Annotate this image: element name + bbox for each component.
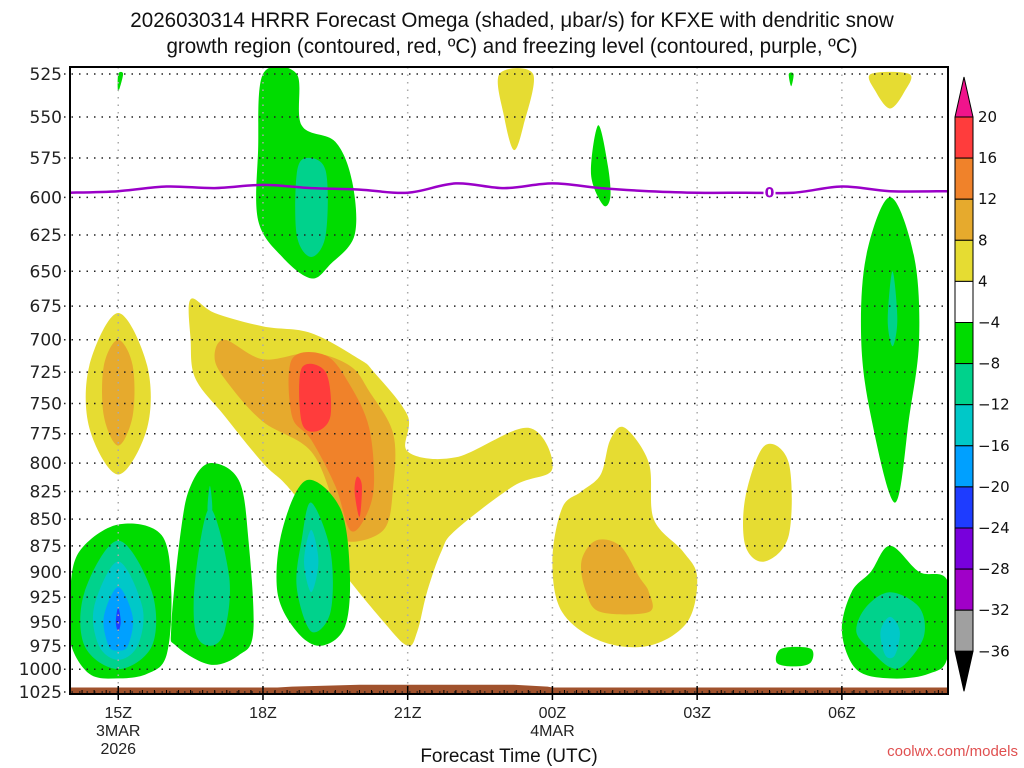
credit-link[interactable]: coolwx.com/models (887, 743, 1018, 760)
colorbar-swatch (954, 198, 974, 241)
colorbar-swatch (954, 157, 974, 200)
y-tick-label: 800 (30, 454, 62, 474)
omega-region (590, 125, 611, 207)
colorbar-over-arrow (954, 76, 974, 118)
colorbar-swatch (954, 322, 974, 365)
x-tick-sublabel: 3MAR (96, 723, 140, 740)
colorbar-swatch (954, 609, 974, 652)
omega-region (193, 508, 230, 646)
colorbar-swatch (954, 239, 974, 282)
colorbar-under-arrow (954, 650, 974, 692)
x-tick-sublabel: 4MAR (530, 723, 574, 740)
y-tick-label: 625 (30, 226, 62, 246)
y-tick-label: 975 (30, 637, 62, 657)
y-tick-label: 825 (30, 482, 62, 502)
omega-region (299, 363, 332, 432)
y-tick-label: 1025 (19, 683, 62, 703)
x-tick-label: 15Z (104, 705, 132, 722)
y-tick-label: 950 (30, 613, 62, 633)
colorbar-swatch (954, 280, 974, 323)
omega-region (860, 197, 920, 503)
colorbar-swatch (954, 404, 974, 447)
omega-region (497, 68, 535, 151)
omega-region (887, 271, 898, 347)
y-tick-label: 1000 (19, 660, 62, 680)
colorbar-tick-label: −32 (978, 601, 1010, 619)
omega-region (207, 485, 213, 520)
y-tick-label: 575 (30, 149, 62, 169)
plot-frame (69, 66, 949, 695)
y-tick-label: 875 (30, 537, 62, 557)
colorbar-tick-label: 16 (978, 149, 997, 167)
y-tick-label: 700 (30, 331, 62, 351)
colorbar-tick-label: −20 (978, 478, 1010, 496)
freezing-level-label: 0 (765, 186, 775, 202)
y-tick-label: 850 (30, 510, 62, 530)
freezing-level-layer: 0 (69, 182, 949, 202)
colorbar-swatch (954, 445, 974, 488)
colorbar-tick-label: 4 (978, 272, 988, 290)
chart-title: 2026030314 HRRR Forecast Omega (shaded, … (10, 8, 1014, 60)
colorbar-swatch (954, 527, 974, 570)
y-tick-label: 725 (30, 363, 62, 383)
omega-region (117, 71, 124, 92)
title-line-2: growth region (contoured, red, ºC) and f… (166, 35, 858, 58)
colorbar-tick-label: −36 (978, 642, 1010, 660)
omega-region (868, 71, 912, 109)
y-tick-label: 525 (30, 65, 62, 85)
y-tick-label: 675 (30, 297, 62, 317)
terrain-layer (70, 684, 948, 694)
colorbar-tick-label: −4 (978, 314, 1000, 332)
x-tick-label: 03Z (683, 705, 711, 722)
colorbar-tick-label: −8 (978, 355, 1000, 373)
freezing-level-line (69, 182, 949, 195)
omega-region (788, 72, 794, 87)
x-tick-label: 18Z (249, 705, 277, 722)
colorbar-tick-label: −16 (978, 437, 1010, 455)
colorbar: 20 16 12 8 4 −4 −8 −12 −16 −20 −24 −28 −32 −36 (954, 76, 1010, 692)
colorbar-swatch (954, 363, 974, 406)
x-tick-label: 00Z (539, 705, 567, 722)
omega-region (743, 443, 792, 562)
omega-region (880, 616, 900, 659)
colorbar-tick-label: −28 (978, 560, 1010, 578)
y-tick-label: 600 (30, 188, 62, 208)
x-tick-label: 06Z (828, 705, 856, 722)
colorbar-swatch (954, 568, 974, 611)
y-tick-label: 775 (30, 425, 62, 445)
freezing-level-label-bg (763, 184, 776, 201)
y-tick-label: 650 (30, 262, 62, 282)
omega-region (775, 646, 814, 667)
colorbar-tick-label: 12 (978, 190, 997, 208)
colorbar-tick-label: 8 (978, 231, 988, 249)
y-tick-label: 900 (30, 563, 62, 583)
colorbar-tick-label: −12 (978, 396, 1010, 414)
omega-region (102, 339, 135, 446)
x-tick-sublabel: 2026 (100, 741, 136, 758)
omega-region (115, 607, 121, 632)
colorbar-swatch (954, 116, 974, 159)
omega-region (580, 539, 653, 615)
omega-region (295, 157, 328, 257)
colorbar-tick-label: 20 (978, 108, 997, 126)
colorbar-swatch (954, 486, 974, 529)
terrain-fill (70, 684, 948, 694)
x-tick-label: 21Z (394, 705, 422, 722)
title-line-1: 2026030314 HRRR Forecast Omega (shaded, … (130, 9, 894, 32)
x-axis-label: Forecast Time (UTC) (420, 746, 597, 767)
omega-region (354, 476, 362, 517)
y-tick-label: 925 (30, 588, 62, 608)
y-tick-label: 550 (30, 108, 62, 128)
y-tick-label: 750 (30, 394, 62, 414)
y-axis: 525 550 575 600 625 650 675 700 725 750 775 800 825 8… (19, 65, 62, 703)
colorbar-tick-label: −24 (978, 519, 1010, 537)
omega-region (304, 529, 319, 593)
omega-shading (70, 67, 948, 679)
